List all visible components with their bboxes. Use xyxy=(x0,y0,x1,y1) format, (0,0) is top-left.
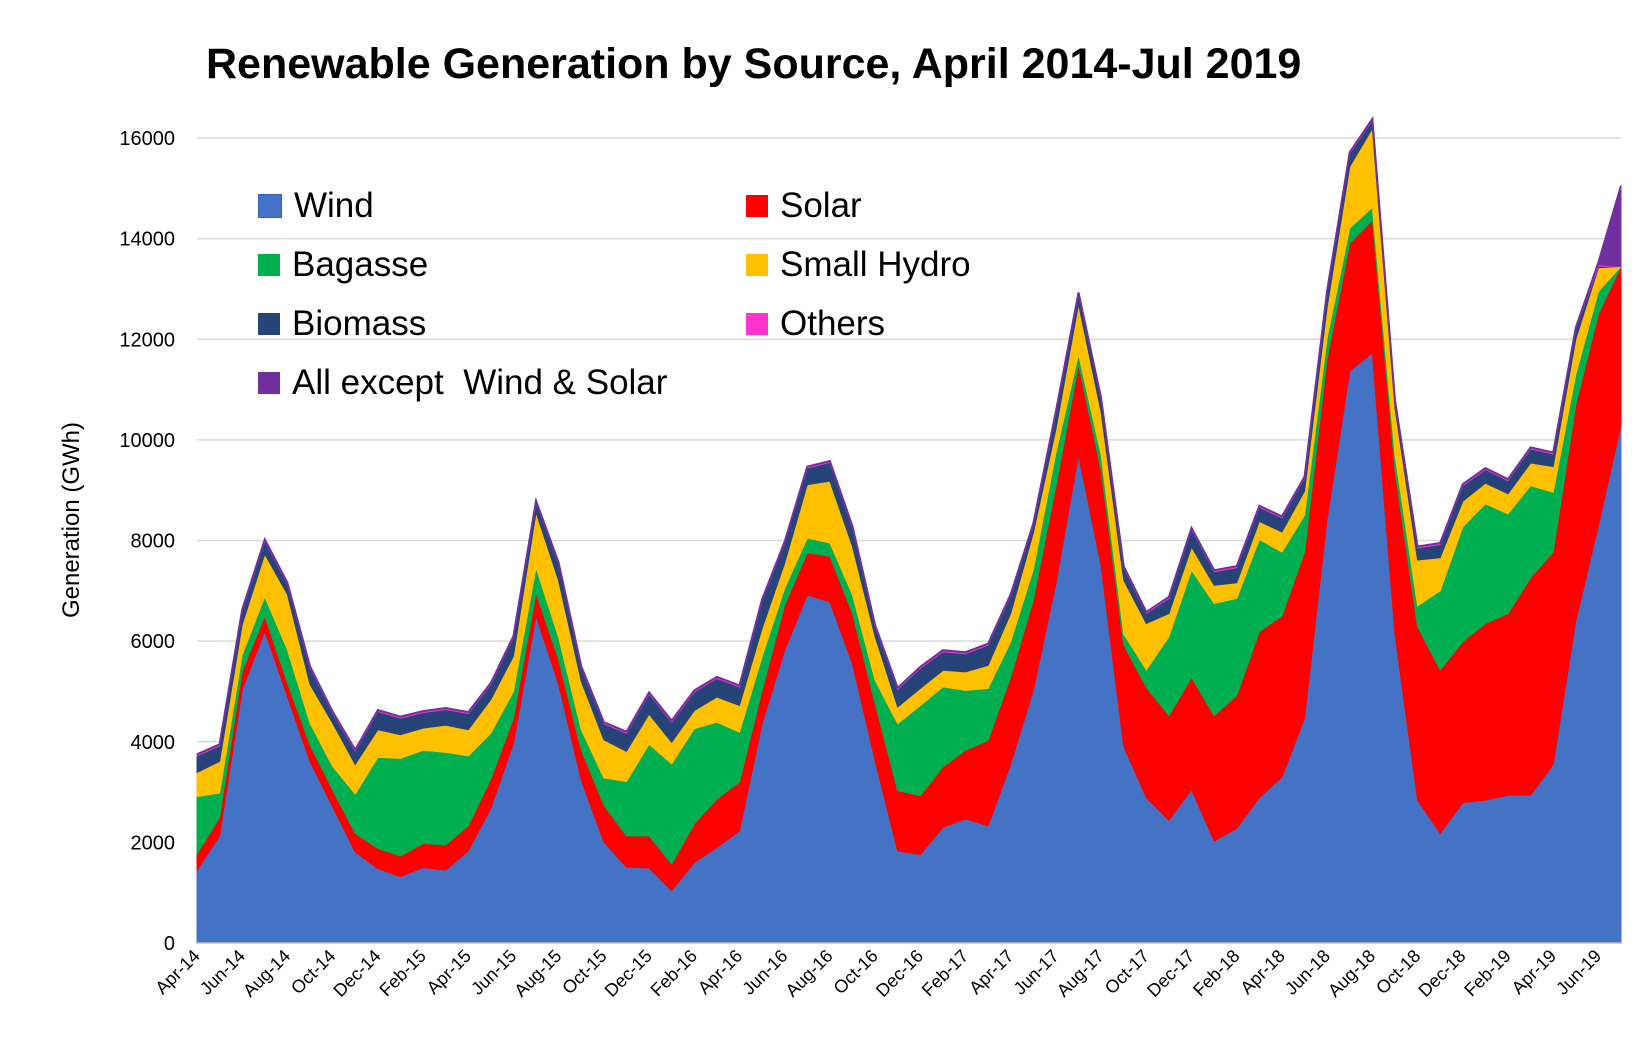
legend-item-others: Others xyxy=(746,304,885,344)
legend-label: All except Wind & Solar xyxy=(292,363,668,402)
chart-title: Renewable Generation by Source, April 20… xyxy=(206,40,1302,88)
x-tick-label: Aug-18 xyxy=(1324,946,1379,1001)
x-tick-label: Apr-18 xyxy=(1236,946,1288,998)
x-tick-label: Jun-19 xyxy=(1552,946,1605,999)
x-tick-label: Aug-15 xyxy=(510,946,565,1001)
legend-item-all-except-wind-solar: All except Wind & Solar xyxy=(258,363,667,403)
y-tick-label: 0 xyxy=(164,933,175,955)
legend-swatch-all-except xyxy=(258,372,280,394)
x-tick-label: Apr-15 xyxy=(423,946,475,998)
x-tick-label: Dec-14 xyxy=(329,946,384,1001)
legend-item-bagasse: Bagasse xyxy=(258,245,428,285)
x-tick-label: Jun-15 xyxy=(467,946,520,999)
x-tick-label: Apr-16 xyxy=(694,946,746,998)
legend-label: Biomass xyxy=(292,304,427,343)
legend-item-solar: Solar xyxy=(746,186,862,226)
series-top-outline xyxy=(196,115,1622,756)
x-tick-label: Apr-19 xyxy=(1508,946,1560,998)
legend-swatch-wind xyxy=(258,194,282,218)
x-tick-label: Apr-17 xyxy=(965,946,1017,998)
y-tick-label: 10000 xyxy=(119,430,175,452)
legend-item-wind: Wind xyxy=(258,186,374,226)
legend-label: Small Hydro xyxy=(780,245,971,284)
y-tick-label: 4000 xyxy=(131,732,176,754)
x-tick-label: Jun-18 xyxy=(1281,946,1334,999)
x-tick-label: Jun-17 xyxy=(1010,946,1063,999)
x-tick-label: Aug-14 xyxy=(239,946,294,1001)
legend-item-small-hydro: Small Hydro xyxy=(746,245,971,285)
legend-swatch-solar xyxy=(746,195,768,217)
legend-item-biomass: Biomass xyxy=(258,304,426,344)
legend-label: Solar xyxy=(780,186,862,225)
legend-label: Others xyxy=(780,304,886,343)
x-tick-label: Dec-16 xyxy=(872,946,927,1001)
y-tick-label: 16000 xyxy=(119,128,175,150)
x-tick-label: Aug-17 xyxy=(1053,946,1108,1001)
legend-label: Wind xyxy=(294,186,374,225)
x-tick-label: Feb-15 xyxy=(375,946,429,1000)
x-tick-label: Aug-16 xyxy=(782,946,837,1001)
x-tick-label: Apr-14 xyxy=(151,946,203,998)
y-tick-label: 2000 xyxy=(131,832,176,854)
y-tick-label: 6000 xyxy=(131,631,176,653)
x-tick-label: Dec-18 xyxy=(1414,946,1469,1001)
legend-swatch-biomass xyxy=(258,313,280,335)
y-axis-label: Generation (GWh) xyxy=(58,421,85,619)
x-tick-label: Dec-15 xyxy=(601,946,656,1001)
x-tick-label: Feb-19 xyxy=(1460,946,1514,1000)
y-tick-label: 12000 xyxy=(119,329,175,351)
x-tick-label: Dec-17 xyxy=(1143,946,1198,1001)
legend-swatch-small-hydro xyxy=(746,254,768,276)
legend-label: Bagasse xyxy=(292,245,429,284)
x-tick-label: Jun-16 xyxy=(738,946,791,999)
x-tick-label: Feb-16 xyxy=(647,946,701,1000)
x-tick-label: Feb-17 xyxy=(918,946,972,1000)
x-tick-label: Jun-14 xyxy=(196,946,249,999)
y-tick-label: 8000 xyxy=(131,531,176,553)
x-tick-label: Feb-18 xyxy=(1189,946,1243,1000)
y-tick-label: 14000 xyxy=(119,229,175,251)
legend-swatch-bagasse xyxy=(258,254,280,276)
legend-swatch-others xyxy=(746,313,768,335)
